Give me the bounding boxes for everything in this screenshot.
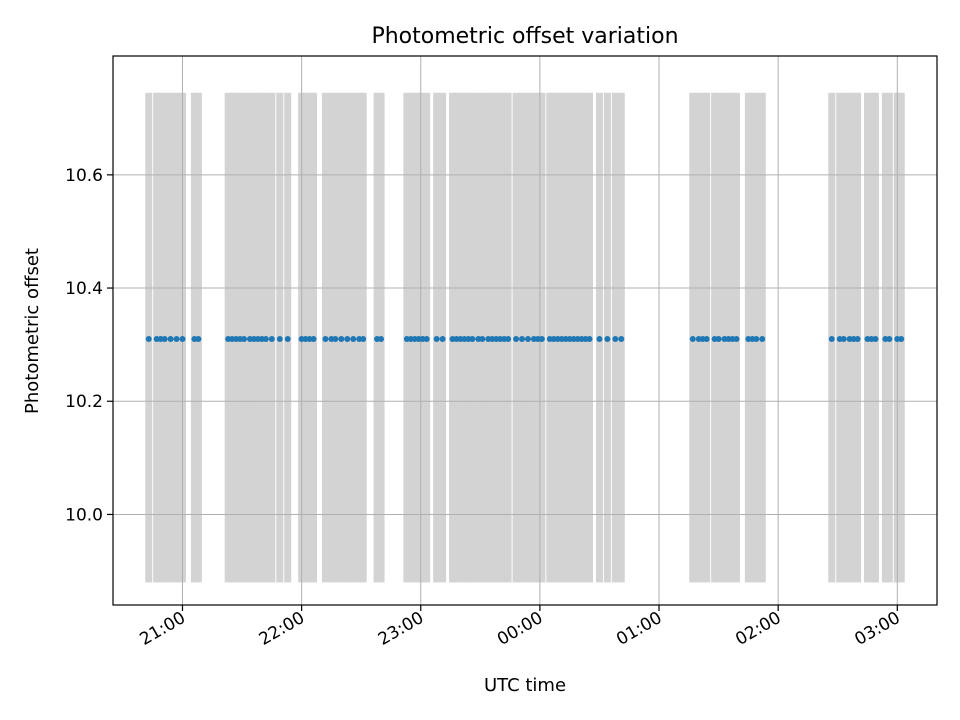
data-point [167, 335, 174, 342]
data-point [703, 335, 710, 342]
data-point [145, 335, 152, 342]
x-axis-label: UTC time [484, 675, 566, 696]
data-point [604, 335, 611, 342]
data-point [378, 335, 385, 342]
data-point [715, 335, 722, 342]
data-point [612, 335, 619, 342]
data-point [513, 335, 520, 342]
x-tick-label: 22:00 [256, 608, 308, 650]
data-point [524, 335, 531, 342]
grid-lines [113, 56, 937, 605]
data-point [733, 335, 740, 342]
data-point [479, 335, 486, 342]
y-tick-label: 10.2 [65, 392, 103, 412]
data-point [759, 335, 766, 342]
chart-title: Photometric offset variation [371, 24, 678, 49]
y-axis-ticks: 10.0 10.2 10.4 10.6 [65, 166, 113, 525]
data-point [241, 335, 248, 342]
data-point [586, 335, 593, 342]
data-point [276, 335, 283, 342]
x-tick-label: 03:00 [851, 608, 903, 650]
data-point [886, 335, 893, 342]
data-point [262, 335, 269, 342]
data-point [872, 335, 879, 342]
data-point [332, 335, 339, 342]
data-point [360, 335, 367, 342]
data-point [179, 335, 186, 342]
y-tick-label: 10.6 [65, 166, 103, 186]
x-tick-label: 00:00 [494, 608, 546, 650]
x-tick-label: 21:00 [137, 608, 189, 650]
data-point [350, 335, 357, 342]
data-point [753, 335, 760, 342]
x-tick-label: 02:00 [732, 608, 784, 650]
x-tick-label: 23:00 [375, 608, 427, 650]
data-point [344, 335, 351, 342]
x-tick-label: 01:00 [613, 608, 665, 650]
data-point [618, 335, 625, 342]
data-point [322, 335, 329, 342]
data-point [854, 335, 861, 342]
data-point [173, 335, 180, 342]
data-point [538, 335, 545, 342]
data-points [145, 335, 905, 342]
data-point [310, 335, 317, 342]
data-point [840, 335, 847, 342]
plot-frame [112, 55, 938, 606]
data-point [284, 335, 291, 342]
data-point [689, 335, 696, 342]
data-point [195, 335, 202, 342]
data-point [898, 335, 905, 342]
data-point [423, 335, 430, 342]
data-point [161, 335, 168, 342]
y-tick-label: 10.4 [65, 279, 103, 299]
data-point [338, 335, 345, 342]
data-point [519, 335, 526, 342]
data-point [469, 335, 476, 342]
data-point [596, 335, 603, 342]
data-point [828, 335, 835, 342]
data-point [439, 335, 446, 342]
data-point [268, 335, 275, 342]
x-axis-ticks: 21:00 22:00 23:00 00:00 01:00 02:00 03:00 [137, 605, 904, 650]
y-tick-label: 10.0 [65, 505, 103, 525]
data-point [505, 335, 512, 342]
y-axis-label: Photometric offset [22, 248, 43, 414]
data-point [433, 335, 440, 342]
